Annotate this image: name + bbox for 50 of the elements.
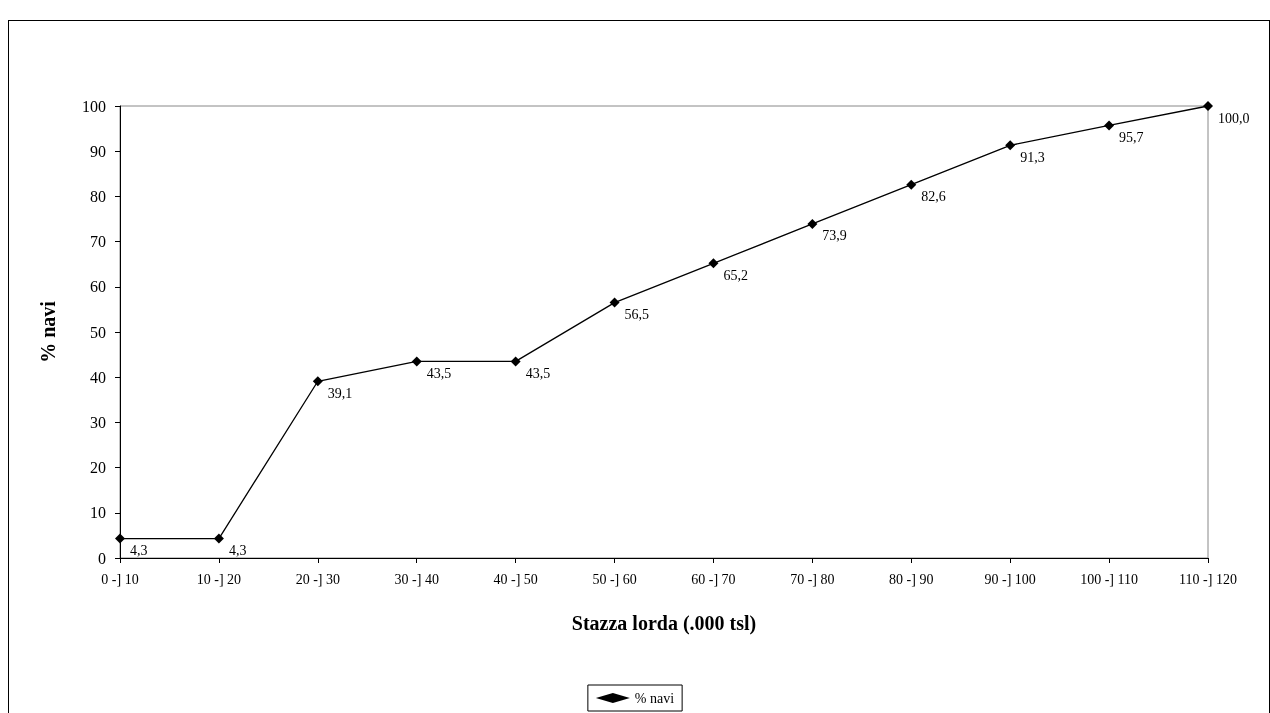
point	[708, 258, 719, 269]
text: 4,3	[130, 543, 148, 559]
y-tick-label: 100	[82, 97, 106, 115]
text: 82,6	[921, 189, 946, 205]
text: 39,1	[327, 385, 353, 401]
x-tick-label: 50 -] 60	[592, 571, 637, 587]
y-tick-label: 0	[98, 549, 106, 567]
text: 43,5	[426, 365, 452, 381]
x-tick-label: 0 -] 10	[101, 571, 139, 587]
x-tick-label: 60 -] 70	[691, 571, 736, 587]
point	[1104, 120, 1115, 131]
y-tick-label: 30	[90, 413, 106, 431]
y-axis-title: % navi	[37, 300, 59, 363]
y-tick-label: 40	[90, 368, 106, 386]
y-tick-label: 60	[90, 278, 106, 296]
y-tick-label: 20	[90, 459, 106, 477]
y-tick-label: 90	[90, 142, 106, 160]
x-tick-label: 40 -] 50	[493, 571, 538, 587]
legend-label: % navi	[634, 690, 675, 706]
x-tick-label: 10 -] 20	[196, 571, 242, 587]
x-tick-label: 110 -] 120	[1179, 571, 1237, 587]
text: 4,3	[228, 543, 247, 559]
y-tick-label: 80	[90, 187, 106, 205]
text: 73,9	[822, 228, 847, 244]
point	[115, 533, 125, 544]
x-axis-title: Stazza lorda (.000 tsl)	[571, 612, 757, 635]
point	[411, 356, 422, 367]
point	[906, 179, 917, 190]
x-tick-label: 100 -] 110	[1080, 571, 1138, 587]
x-tick-label: 90 -] 100	[984, 571, 1036, 587]
text: 43,5	[525, 365, 551, 381]
x-tick-label: 80 -] 90	[889, 571, 934, 587]
x-tick-label: 70 -] 80	[790, 571, 835, 587]
point	[510, 356, 521, 367]
text: 56,5	[624, 307, 650, 323]
point	[609, 297, 620, 308]
y-tick-label: 70	[90, 233, 106, 251]
y-tick-label: 50	[90, 323, 106, 341]
text: 95,7	[1119, 129, 1144, 145]
text: 65,2	[723, 267, 748, 283]
text: 100,0	[1218, 110, 1250, 126]
text: 91,3	[1020, 149, 1045, 165]
point	[312, 376, 323, 387]
x-tick-label: 20 -] 30	[295, 571, 340, 587]
point	[1005, 140, 1016, 151]
x-tick-label: 30 -] 40	[394, 571, 439, 587]
point	[807, 218, 818, 229]
y-tick-label: 10	[90, 504, 106, 522]
point	[213, 533, 224, 544]
point	[1203, 101, 1213, 111]
